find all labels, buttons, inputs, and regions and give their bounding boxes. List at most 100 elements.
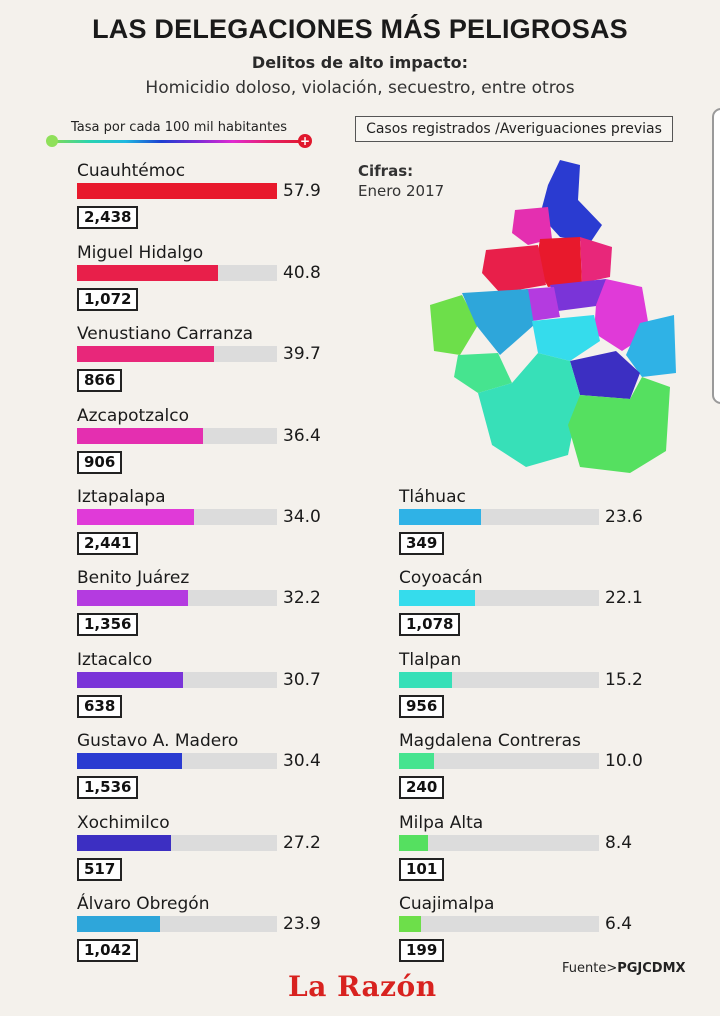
page-title: LAS DELEGACIONES MÁS PELIGROSAS	[92, 14, 628, 44]
delegacion-tlalpan: Tlalpan 15.2 956	[399, 650, 679, 730]
cases-count: 956	[399, 695, 445, 718]
min-dot-icon	[46, 135, 58, 147]
subtitle: Delitos de alto impacto:	[251, 53, 469, 72]
cases-count: 2,438	[77, 206, 139, 229]
delegacion-alvaro-obregon: Álvaro Obregón 23.9 1,042	[77, 894, 357, 974]
bar-track	[77, 428, 277, 444]
bar-track	[399, 509, 599, 525]
cifras-date: Enero 2017	[358, 182, 445, 200]
map-region-miguel-hidalgo	[482, 245, 546, 293]
map-region-coyoacan	[532, 315, 600, 361]
rate-value: 30.7	[283, 670, 321, 690]
rate-value: 23.6	[605, 507, 643, 527]
delegacion-name: Cuauhtémoc	[77, 161, 186, 181]
delegacion-name: Xochimilco	[77, 813, 170, 833]
delegacion-tlahuac: Tláhuac 23.6 349	[399, 487, 679, 567]
scrollbar-edge[interactable]	[712, 108, 720, 404]
rate-bar	[77, 753, 182, 769]
cases-count: 638	[77, 695, 123, 718]
rate-value: 36.4	[283, 426, 321, 446]
delegacion-milpa-alta: Milpa Alta 8.4 101	[399, 813, 679, 893]
rate-value: 23.9	[283, 914, 321, 934]
rate-bar	[399, 916, 422, 932]
delegacion-magdalena-contreras: Magdalena Contreras 10.0 240	[399, 731, 679, 811]
bar-track	[399, 672, 599, 688]
cases-count: 1,356	[77, 613, 139, 636]
la-razon-logo: La Razón	[288, 970, 437, 1003]
delegacion-name: Gustavo A. Madero	[77, 731, 239, 751]
map-region-cuajimalpa	[430, 295, 478, 355]
map-region-benito-juarez	[526, 287, 560, 321]
rate-value: 32.2	[283, 588, 321, 608]
delegacion-cuajimalpa: Cuajimalpa 6.4 199	[399, 894, 679, 974]
rate-value: 15.2	[605, 670, 643, 690]
rate-bar	[77, 672, 184, 688]
cifras-block: Cifras: Enero 2017	[358, 162, 444, 200]
plus-icon: +	[298, 134, 312, 148]
cases-count: 199	[399, 939, 445, 962]
map-region-venustiano-carranza	[580, 237, 612, 283]
source-name: PGJCDMX	[617, 961, 686, 976]
source-prefix: Fuente>	[562, 961, 618, 976]
delegacion-name: Miguel Hidalgo	[77, 243, 204, 263]
rate-bar	[77, 265, 218, 281]
bar-track	[77, 590, 277, 606]
rate-bar	[399, 509, 481, 525]
rate-value: 8.4	[605, 833, 633, 853]
bar-track	[77, 183, 277, 199]
rate-bar	[77, 835, 171, 851]
delegacion-benito-juarez: Benito Juárez 32.2 1,356	[77, 568, 357, 648]
cifras-label: Cifras:	[358, 162, 414, 180]
rate-bar	[77, 183, 277, 199]
rate-bar	[399, 590, 476, 606]
cases-count: 2,441	[77, 532, 139, 555]
rate-legend: Tasa por cada 100 mil habitantes +	[46, 120, 312, 150]
bar-track	[77, 346, 277, 362]
map-region-tlalpan	[478, 353, 580, 467]
bar-track	[77, 672, 277, 688]
rate-bar	[399, 672, 452, 688]
cases-count: 1,078	[399, 613, 461, 636]
delegacion-name: Coyoacán	[399, 568, 483, 588]
rate-value: 6.4	[605, 914, 633, 934]
cases-count: 906	[77, 451, 123, 474]
delegacion-venustiano-carranza: Venustiano Carranza 39.7 866	[77, 324, 357, 404]
rate-value: 30.4	[283, 751, 321, 771]
bar-track	[399, 753, 599, 769]
map-region-xochimilco	[570, 351, 640, 399]
bar-track	[399, 835, 599, 851]
map-region-cuauhtemoc	[536, 237, 582, 287]
map-region-alvaro-obregon	[462, 289, 534, 355]
delegacion-name: Álvaro Obregón	[77, 894, 210, 914]
rate-value: 10.0	[605, 751, 643, 771]
delegacion-name: Cuajimalpa	[399, 894, 495, 914]
rate-value: 40.8	[283, 263, 321, 283]
map-region-azcapotzalco	[512, 207, 552, 245]
map-region-tlahuac	[626, 315, 676, 377]
delegacion-azcapotzalco: Azcapotzalco 36.4 906	[77, 406, 357, 486]
delegacion-coyoacan: Coyoacán 22.1 1,078	[399, 568, 679, 648]
bar-track	[77, 265, 277, 281]
rate-bar	[399, 835, 428, 851]
color-scale-bar	[54, 140, 304, 143]
delegacion-name: Magdalena Contreras	[399, 731, 581, 751]
cases-legend: Casos registrados /Averiguaciones previa…	[355, 116, 673, 142]
delegacion-name: Iztacalco	[77, 650, 153, 670]
delegacion-name: Azcapotzalco	[77, 406, 189, 426]
bar-track	[77, 753, 277, 769]
bar-track	[399, 916, 599, 932]
rate-bar	[77, 590, 189, 606]
rate-bar	[399, 753, 434, 769]
bar-track	[77, 509, 277, 525]
rate-bar	[77, 346, 215, 362]
map-region-milpa-alta	[568, 377, 670, 473]
rate-value: 27.2	[283, 833, 321, 853]
rate-value: 57.9	[283, 181, 321, 201]
delegacion-cuauhtemoc: Cuauhtémoc 57.9 2,438	[77, 161, 357, 241]
crime-types: Homicidio doloso, violación, secuestro, …	[145, 78, 575, 98]
cases-count: 1,072	[77, 288, 139, 311]
rate-bar	[77, 428, 203, 444]
map-region-iztacalco	[550, 279, 606, 311]
delegacion-xochimilco: Xochimilco 27.2 517	[77, 813, 357, 893]
map-region-magdalena-contreras	[454, 353, 512, 393]
